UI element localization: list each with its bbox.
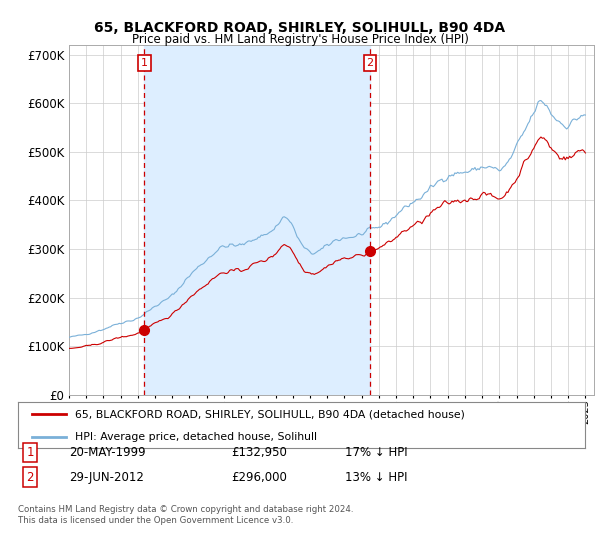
Text: 2: 2 xyxy=(367,58,374,68)
Point xyxy=(62,433,70,440)
Text: Price paid vs. HM Land Registry's House Price Index (HPI): Price paid vs. HM Land Registry's House … xyxy=(131,33,469,46)
Text: 65, BLACKFORD ROAD, SHIRLEY, SOLIHULL, B90 4DA: 65, BLACKFORD ROAD, SHIRLEY, SOLIHULL, B… xyxy=(94,21,506,35)
Text: 65, BLACKFORD ROAD, SHIRLEY, SOLIHULL, B90 4DA (detached house): 65, BLACKFORD ROAD, SHIRLEY, SOLIHULL, B… xyxy=(75,409,464,419)
Text: 1: 1 xyxy=(26,446,34,459)
Point xyxy=(62,411,70,418)
Text: £296,000: £296,000 xyxy=(231,470,287,484)
Text: 29-JUN-2012: 29-JUN-2012 xyxy=(69,470,144,484)
Point xyxy=(29,433,36,440)
Point xyxy=(29,411,36,418)
Text: 13% ↓ HPI: 13% ↓ HPI xyxy=(345,470,407,484)
Text: 1: 1 xyxy=(141,58,148,68)
Text: HPI: Average price, detached house, Solihull: HPI: Average price, detached house, Soli… xyxy=(75,432,317,441)
Text: 2: 2 xyxy=(26,470,34,484)
Bar xyxy=(145,45,370,395)
Text: Contains HM Land Registry data © Crown copyright and database right 2024.
This d: Contains HM Land Registry data © Crown c… xyxy=(18,505,353,525)
Text: 17% ↓ HPI: 17% ↓ HPI xyxy=(345,446,407,459)
Text: £132,950: £132,950 xyxy=(231,446,287,459)
Text: 20-MAY-1999: 20-MAY-1999 xyxy=(69,446,146,459)
